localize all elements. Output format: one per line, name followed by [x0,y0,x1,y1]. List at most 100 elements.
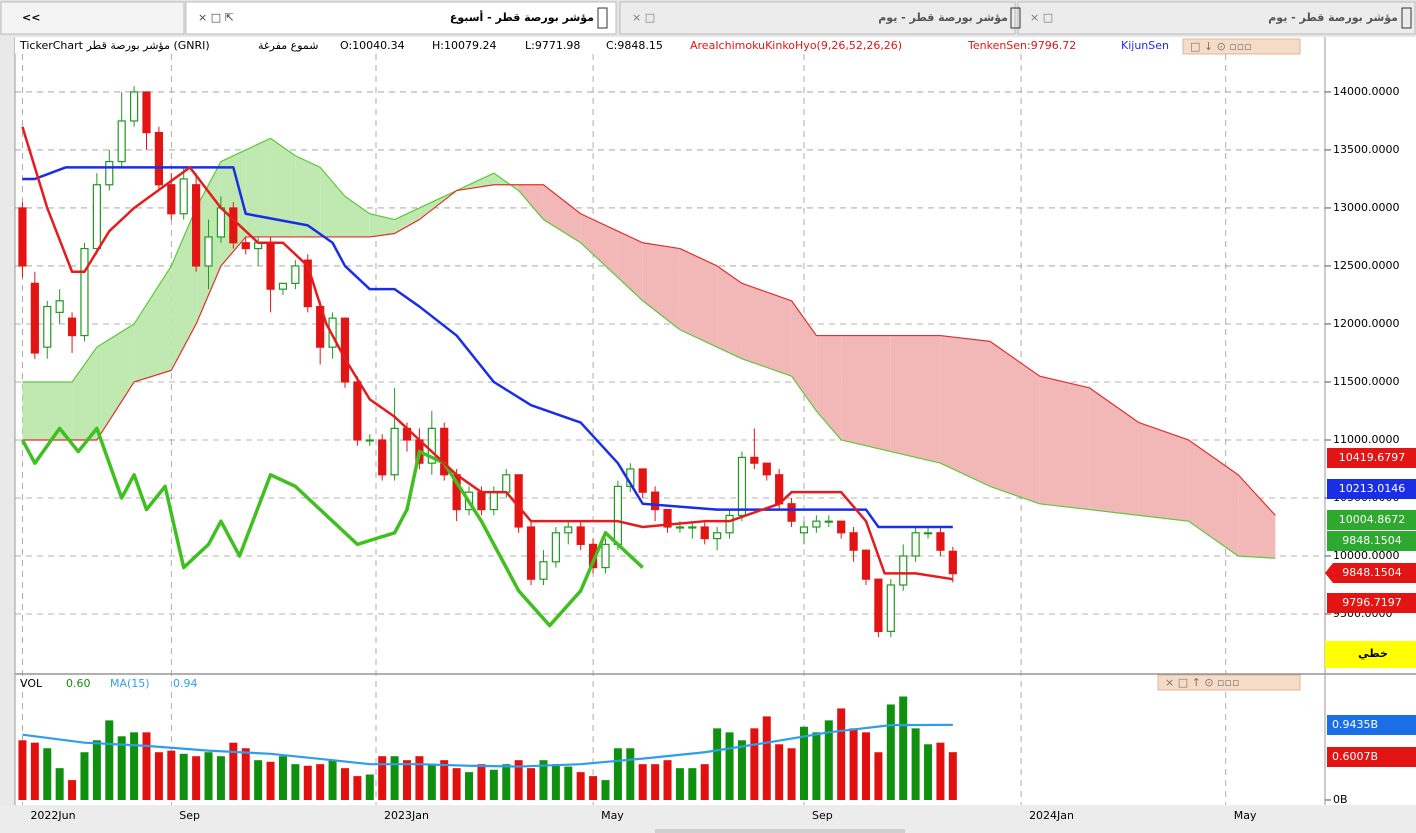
cloud-segment [990,341,1040,504]
nav-button[interactable]: << [22,11,40,24]
volume-bar [92,740,101,800]
candle-body [105,160,114,186]
x-tick-label: 2022Jun [30,809,75,822]
volume-bar [415,756,424,800]
candle-body [799,526,809,534]
volume-bar [874,752,883,800]
cloud-segment [295,155,321,237]
volume-bar [750,728,759,800]
tab-title[interactable]: مؤشر بورصة قطر - يوم [1268,11,1398,24]
ma-line [22,723,953,768]
candle-body [787,503,796,522]
cloud-segment [134,265,172,382]
scrollbar[interactable] [655,829,905,833]
tab-active[interactable] [185,1,617,35]
nav-box[interactable] [0,1,185,35]
tab-icons[interactable]: × □ ⇱ [198,11,234,24]
volume-tag: 0.6007B [1332,750,1378,763]
pane-tool-icons[interactable]: □ ↓ ⊙ ▫▫▫ [1190,40,1252,53]
tab[interactable] [1017,1,1416,35]
volume-tag-bg [1327,747,1416,767]
candle-body [750,456,759,464]
volume-bar [787,748,796,800]
candle-body [390,427,399,476]
span-b-line [22,184,1276,516]
volume-bar [725,732,734,800]
y-tick-label: 13500.0000 [1333,143,1399,156]
cloud-segment [270,138,296,237]
pane-tools[interactable] [1182,38,1301,55]
candle-body [489,491,498,511]
volume-bar [626,748,635,800]
candle-body [67,317,77,337]
linear-button-bg[interactable] [1325,641,1416,668]
volume-bar [303,765,312,800]
cloud-segment [816,335,842,440]
cloud-segment [580,213,618,278]
volume-bar [80,752,89,800]
indicator: AreaIchimokuKinkoHyo(9,26,52,26,26) [690,39,902,52]
time-axis-bg [0,805,1416,833]
candle-body [663,508,672,528]
price-tag: 9848.1504 [1342,566,1402,579]
y-tick-label: 14000.0000 [1333,85,1399,98]
span-a-line [22,137,1276,559]
tab-icons[interactable]: × □ [1030,11,1053,24]
x-tick-label: May [1234,809,1257,822]
pane-tools[interactable] [1157,674,1301,691]
volume-bar [328,760,337,800]
x-tick-label: 2023Jan [384,809,429,822]
volume-bar [924,744,933,800]
candle-body [911,532,920,557]
volume-bar [638,764,647,800]
cloud-segment [717,265,742,359]
candle-style: شموع مفرغة [258,39,319,52]
indicator-line [22,166,953,529]
volume-bar [55,768,64,800]
volume-bar [899,696,908,800]
cloud-segment [518,184,544,220]
cloud-segment [841,335,891,452]
x-tick-label: 2024Jan [1029,809,1074,822]
candle-body [775,474,784,505]
tab[interactable] [619,1,1016,35]
tab-title[interactable]: مؤشر بورصة قطر - أسبوع [450,10,594,24]
volume-bar [154,752,163,800]
vol-last: 0.60 [66,677,91,690]
cloud-segment [1238,474,1276,559]
volume-bar [564,766,573,800]
cloud-segment [72,347,97,440]
y-tick-label: 11500.0000 [1333,375,1399,388]
volume-bar [589,776,598,800]
volume-bar [452,768,461,800]
tab-icons[interactable]: × □ [632,11,655,24]
price-tag-bg [1327,448,1416,468]
candle-body [651,491,660,511]
candle-body [725,514,734,534]
candle-body [824,520,833,523]
candle-body [874,578,883,632]
candle-body [613,485,622,545]
candle-body [936,532,945,551]
pane-tool-icons[interactable]: × □ ↑ ⊙ ▫▫▫ [1165,676,1239,689]
candle-body [117,120,126,163]
candle-body [923,532,933,535]
volume-bar [576,772,585,800]
volume-bar [862,732,871,800]
y-tick-label: 10000.0000 [1333,549,1399,562]
volume-bar [514,760,523,800]
linear-button[interactable]: خطي [1358,647,1388,660]
volume-bar [675,768,684,800]
cloud-segment [1138,422,1189,522]
cloud-segment [940,335,991,487]
cloud-segment [741,283,792,377]
candle-body [43,305,52,348]
volume-bar [353,776,362,800]
candle-body [427,427,436,464]
open: O:10040.34 [340,39,405,52]
tab-title[interactable]: مؤشر بورصة قطر - يوم [878,11,1008,24]
volume-bar [539,760,548,800]
volume-bar [192,756,201,800]
candle-body [92,184,101,250]
volume-bar [403,760,412,800]
